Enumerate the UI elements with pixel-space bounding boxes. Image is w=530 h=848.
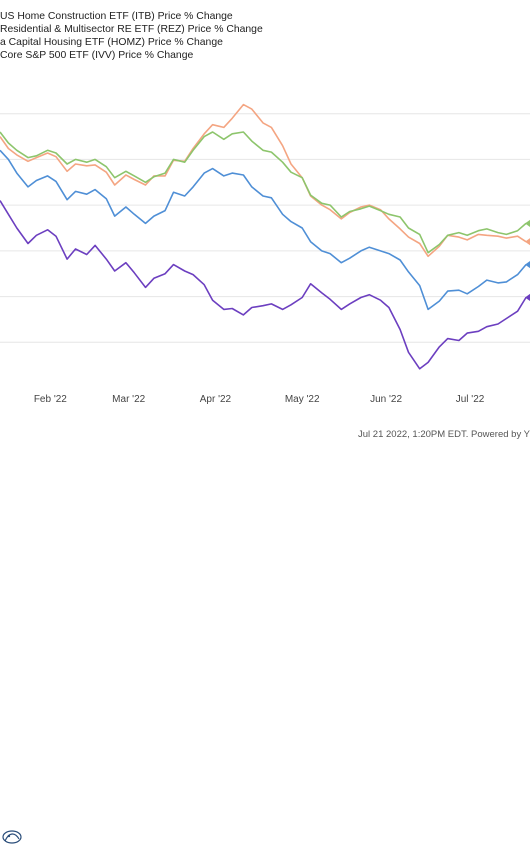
series-line-2 [0, 149, 527, 311]
ycharts-logo-icon [2, 830, 22, 844]
legend: US Home Construction ETF (ITB) Price % C… [0, 10, 263, 62]
grid-layer [0, 113, 530, 343]
series-line-3 [0, 200, 527, 370]
x-tick-label: May '22 [285, 394, 320, 405]
x-axis: Feb '22 Mar '22 Apr '22 May '22 Jun '22 Jul '… [34, 394, 485, 405]
footer-timestamp[interactable]: Jul 21 2022, 1:20PM EDT. Powered by Y [358, 429, 530, 440]
series-end-marker-0 [525, 238, 530, 246]
line-chart: Feb '22 Mar '22 Apr '22 May '22 Jun '22 Jul '… [0, 103, 530, 405]
x-tick-label: Jun '22 [370, 394, 402, 405]
series-layer [0, 103, 530, 370]
series-end-marker-1 [525, 219, 530, 228]
series-line-0 [0, 103, 527, 258]
legend-item-itb[interactable]: US Home Construction ETF (ITB) Price % C… [0, 11, 233, 22]
series-line-1 [0, 131, 527, 254]
x-tick-label: Jul '22 [456, 394, 485, 405]
series-end-marker-2 [525, 260, 530, 269]
series-end-marker-3 [525, 293, 530, 302]
legend-item-homz[interactable]: a Capital Housing ETF (HOMZ) Price % Cha… [0, 37, 223, 48]
legend-item-rez[interactable]: Residential & Multisector RE ETF (REZ) P… [0, 24, 263, 35]
x-tick-label: Feb '22 [34, 394, 67, 405]
legend-item-ivv[interactable]: Core S&P 500 ETF (IVV) Price % Change [0, 50, 194, 61]
chart-footer: Jul 21 2022, 1:20PM EDT. Powered by Y [0, 412, 530, 844]
x-tick-label: Apr '22 [200, 394, 232, 405]
x-tick-label: Mar '22 [112, 394, 145, 405]
